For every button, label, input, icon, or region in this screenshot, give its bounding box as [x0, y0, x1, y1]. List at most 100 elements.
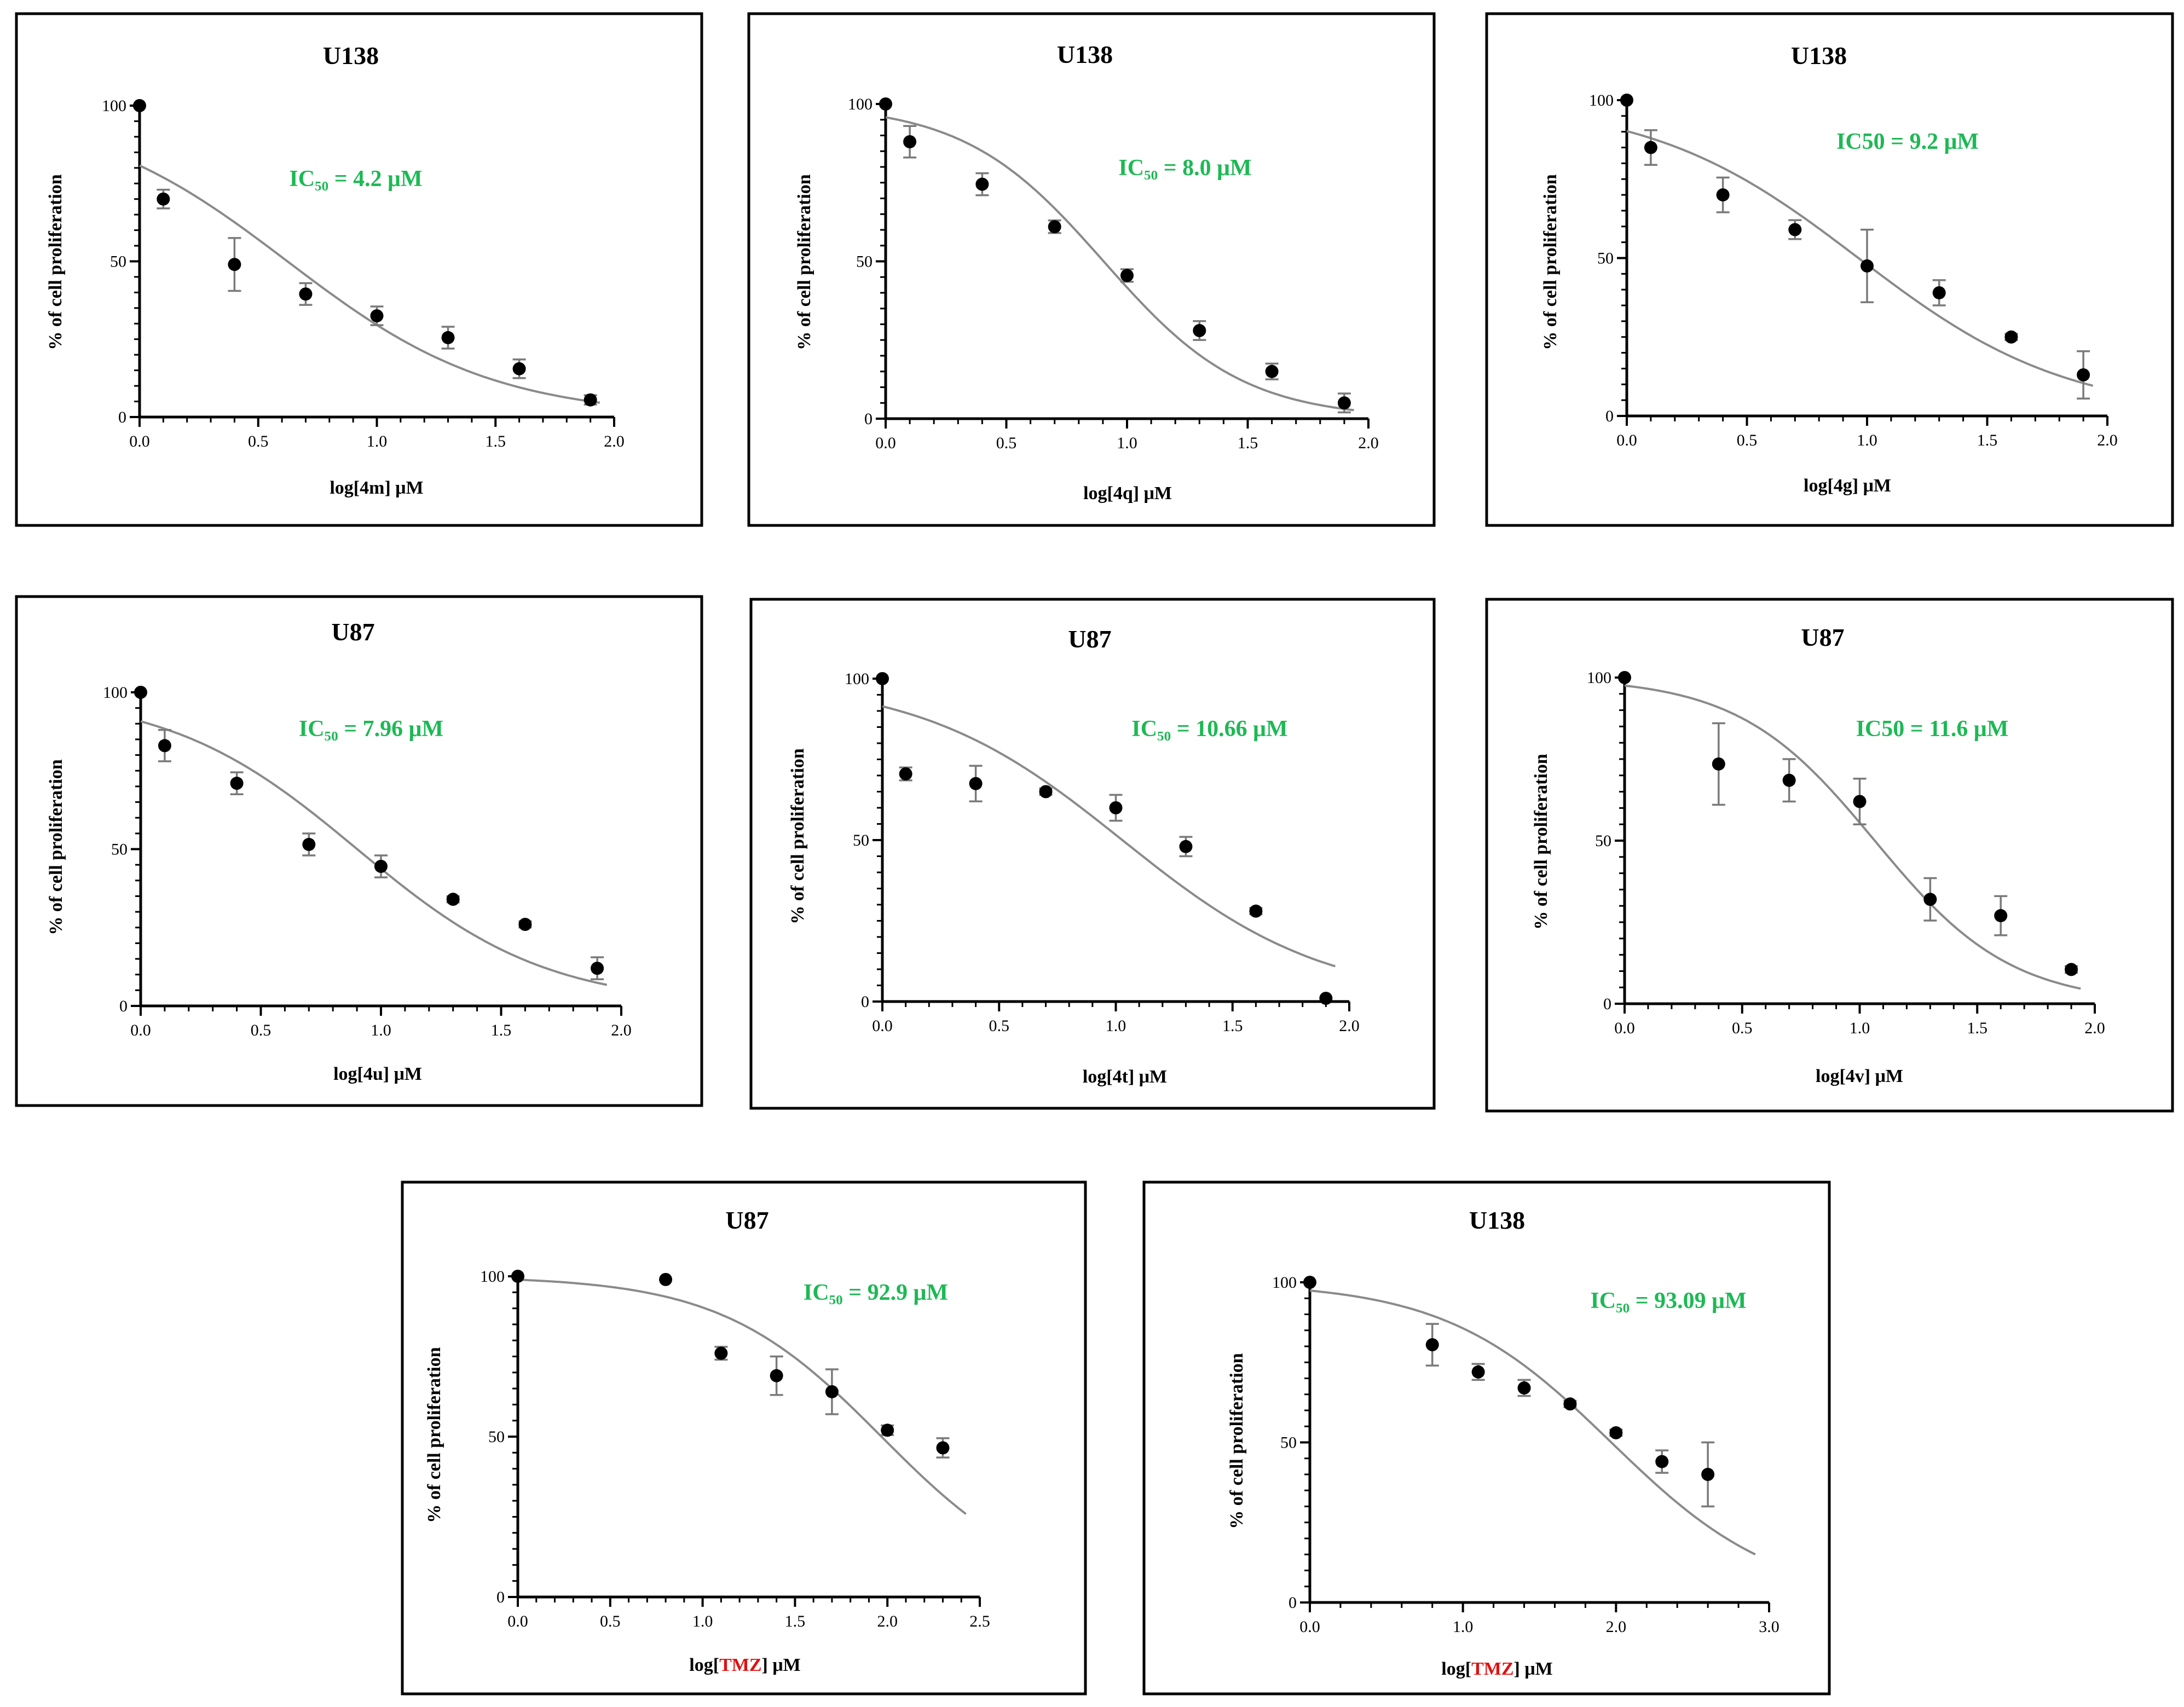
y-tick-label: 100	[848, 95, 873, 113]
chart-title: U87	[331, 618, 374, 646]
data-point	[1932, 286, 1946, 299]
chart-title: U138	[1057, 40, 1113, 68]
ic50-annotation: IC50 = 9.2 μM	[1836, 129, 1979, 154]
x-axis-title-part: log[4t] μM	[1083, 1067, 1167, 1087]
data-point	[770, 1369, 783, 1382]
data-point	[374, 860, 388, 873]
panel-frame	[1142, 1181, 1831, 1696]
ic50-annotation: IC₅₀ = 8.0 μM	[1118, 155, 1251, 181]
y-tick-label: 0	[861, 993, 869, 1011]
fit-curve	[140, 720, 608, 986]
data-point	[1994, 909, 2008, 923]
data-point	[1249, 904, 1263, 918]
data-point	[876, 672, 889, 685]
data-point	[659, 1272, 673, 1286]
x-tick-label: 0.5	[989, 1017, 1010, 1035]
data-point	[157, 192, 170, 206]
x-axis-title: log[TMZ] μM	[689, 1655, 800, 1675]
data-point	[158, 739, 171, 753]
ic50-annotation: IC50 = 11.6 μM	[1856, 716, 2009, 742]
chart-title: U138	[323, 42, 379, 70]
data-point	[228, 258, 241, 271]
x-tick-label: 0.0	[875, 434, 896, 452]
y-tick-label: 100	[1272, 1274, 1297, 1292]
x-tick-label: 1.0	[371, 1021, 391, 1039]
data-point	[518, 918, 532, 931]
data-point	[1109, 801, 1123, 814]
y-axis-title: % of cell proliferation	[424, 1347, 444, 1523]
x-axis-title: log[4m] μM	[330, 478, 423, 498]
panel-frame	[15, 12, 703, 527]
data-point	[1563, 1397, 1577, 1411]
x-axis-title: log[4t] μM	[1083, 1067, 1167, 1087]
x-tick-label: 1.5	[486, 432, 506, 450]
x-tick-label: 0.0	[1614, 1019, 1635, 1037]
y-tick-label: 0	[864, 410, 873, 428]
x-axis-title: log[TMZ] μM	[1441, 1659, 1552, 1679]
x-axis-title: log[4u] μM	[333, 1064, 422, 1084]
chart-title: U87	[725, 1206, 769, 1234]
y-axis-title: % of cell proliferation	[788, 748, 808, 924]
y-tick-label: 50	[856, 253, 873, 271]
data-point	[1193, 324, 1206, 337]
ic50-annotation: IC₅₀ = 92.9 μM	[804, 1280, 948, 1305]
data-point	[2004, 330, 2018, 344]
y-tick-label: 100	[1589, 91, 1614, 109]
data-point	[2077, 368, 2090, 381]
data-point	[299, 287, 313, 301]
y-axis-title: % of cell proliferation	[794, 174, 814, 350]
chart-title: U138	[1469, 1206, 1525, 1234]
x-axis-title: log[4q] μM	[1083, 483, 1172, 504]
x-axis-title-part: ] μM	[762, 1655, 801, 1675]
y-tick-label: 50	[111, 841, 128, 859]
x-axis-title-part: log[	[1441, 1659, 1471, 1679]
y-tick-label: 50	[1280, 1434, 1297, 1452]
y-tick-label: 50	[853, 831, 869, 849]
fit-curve	[517, 1278, 967, 1515]
x-tick-label: 0.5	[1732, 1019, 1753, 1037]
x-tick-label: 0.0	[1299, 1618, 1320, 1636]
data-point	[1048, 220, 1061, 234]
data-point	[1471, 1365, 1485, 1379]
x-tick-label: 1.0	[1117, 434, 1137, 452]
x-tick-label: 2.0	[877, 1612, 898, 1630]
y-tick-label: 0	[1289, 1594, 1297, 1612]
data-point	[1425, 1338, 1439, 1352]
x-tick-label: 1.5	[1967, 1019, 1988, 1037]
x-tick-label: 1.5	[1238, 434, 1258, 452]
data-point	[1655, 1455, 1669, 1468]
fit-curve	[1309, 1289, 1756, 1555]
data-point	[1517, 1381, 1531, 1395]
x-tick-label: 0.5	[248, 432, 269, 450]
y-tick-label: 0	[496, 1588, 505, 1606]
data-point	[302, 837, 316, 851]
ic50-annotation: IC₅₀ = 4.2 μM	[289, 166, 422, 192]
x-axis-title-part: log[4m] μM	[330, 478, 423, 498]
y-tick-label: 50	[1597, 250, 1614, 268]
ic50-annotation: IC₅₀ = 7.96 μM	[299, 716, 443, 742]
data-point	[2065, 963, 2078, 976]
y-tick-label: 50	[110, 253, 126, 271]
x-tick-label: 1.5	[491, 1021, 512, 1039]
x-axis-title-part: log[4q] μM	[1083, 483, 1172, 504]
fit-curve	[882, 705, 1336, 968]
x-axis-title: log[4v] μM	[1816, 1066, 1903, 1086]
chart-title: U87	[1801, 623, 1844, 651]
fit-curve	[885, 116, 1354, 412]
x-tick-label: 1.0	[1857, 431, 1877, 449]
x-tick-label: 1.5	[785, 1612, 806, 1630]
chart-panel-7: U87 0 50 100 0.0 0.5 1.0 1.5 2.0 2.5 % of cell pro…	[401, 1181, 1087, 1696]
data-point	[714, 1346, 728, 1360]
panel-frame	[401, 1181, 1087, 1696]
x-tick-label: 1.5	[1977, 431, 1998, 449]
x-axis-title-part: ] μM	[1514, 1659, 1553, 1679]
data-point	[583, 393, 597, 407]
data-point	[133, 99, 146, 112]
data-point	[591, 962, 604, 975]
y-tick-label: 0	[118, 408, 126, 426]
x-axis-title-compound: TMZ	[719, 1655, 761, 1675]
data-point	[936, 1441, 950, 1455]
chart-panel-5: U87 0 50 100 0.0 0.5 1.0 1.5 2.0 % of cell prolif…	[749, 598, 1436, 1110]
data-point	[969, 777, 983, 790]
x-tick-label: 1.0	[692, 1612, 713, 1630]
